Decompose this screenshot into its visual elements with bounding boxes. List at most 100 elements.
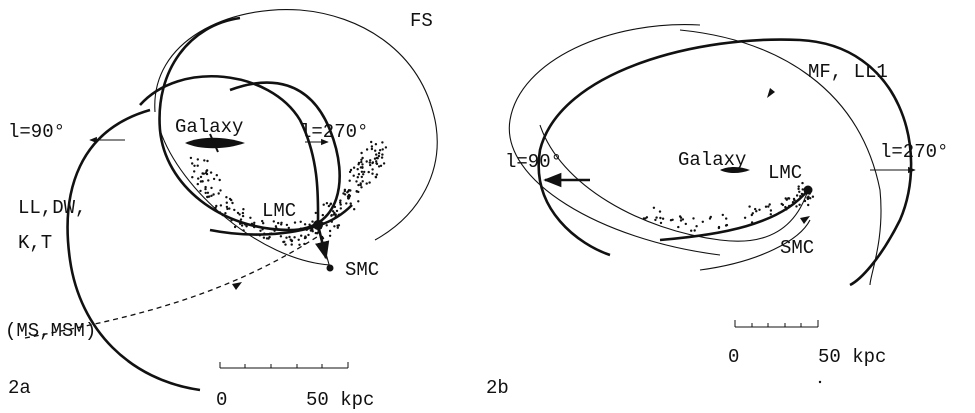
particle	[755, 210, 757, 212]
particle	[226, 208, 228, 210]
particle	[193, 170, 195, 172]
particle	[242, 208, 244, 210]
particle	[376, 173, 378, 175]
particle	[210, 171, 212, 173]
particle	[304, 237, 306, 239]
particle	[368, 181, 370, 183]
particle	[230, 199, 232, 201]
particle	[809, 197, 811, 199]
particle	[654, 219, 656, 221]
particle	[793, 198, 795, 200]
particle	[344, 190, 346, 192]
particle	[311, 220, 313, 222]
particle	[231, 202, 233, 204]
particle	[357, 200, 359, 202]
particle	[782, 204, 784, 206]
particle	[307, 234, 309, 236]
label-ms: (MS,MSM)	[5, 320, 96, 342]
particle	[357, 184, 359, 186]
particle	[682, 218, 684, 220]
particle	[356, 190, 358, 192]
particle	[190, 157, 192, 159]
particle	[360, 152, 362, 154]
particle	[361, 166, 363, 168]
particle	[340, 207, 342, 209]
particle	[371, 145, 373, 147]
particle	[370, 141, 372, 143]
label-smc: SMC	[780, 237, 814, 259]
particle	[212, 193, 214, 195]
particle	[369, 159, 371, 161]
particle	[218, 192, 220, 194]
particle	[204, 186, 206, 188]
particle	[197, 158, 199, 160]
particle	[277, 222, 279, 224]
particle	[369, 164, 371, 166]
label-l90: l=90°	[8, 121, 65, 143]
particle	[377, 157, 379, 159]
particle	[371, 173, 373, 175]
particle	[206, 160, 208, 162]
particle	[213, 178, 215, 180]
particle	[241, 224, 243, 226]
particle	[225, 196, 227, 198]
particle	[748, 205, 750, 207]
particle	[193, 165, 195, 167]
particle	[690, 230, 692, 232]
particle	[679, 215, 681, 217]
particle	[345, 202, 347, 204]
particle	[304, 223, 306, 225]
particle	[744, 217, 746, 219]
particle	[722, 214, 724, 216]
particle	[329, 235, 331, 237]
particle	[337, 227, 339, 229]
particle	[770, 213, 772, 215]
particle	[361, 171, 363, 173]
particle	[300, 221, 302, 223]
particle	[349, 189, 351, 191]
particle	[249, 217, 251, 219]
particle	[807, 197, 809, 199]
particle	[259, 230, 261, 232]
particle	[357, 163, 359, 165]
label-l270: l=270°	[300, 121, 368, 143]
particle	[360, 184, 362, 186]
particle	[374, 158, 376, 160]
particle	[371, 168, 373, 170]
particle	[751, 214, 753, 216]
particle	[233, 209, 235, 211]
particle	[207, 192, 209, 194]
particle	[369, 161, 371, 163]
particle	[219, 179, 221, 181]
particle	[671, 219, 673, 221]
label-k-t: K,T	[18, 232, 52, 254]
particle	[240, 218, 242, 220]
label-lmc: LMC	[768, 162, 802, 184]
particle	[197, 165, 199, 167]
particle	[226, 202, 228, 204]
particle	[199, 190, 201, 192]
particle	[315, 212, 317, 214]
particle	[353, 167, 355, 169]
particle	[660, 222, 662, 224]
scale-zero: 0	[728, 346, 739, 368]
particle	[216, 174, 218, 176]
label-l90: l=90°	[505, 151, 562, 173]
particle	[677, 226, 679, 228]
particle	[375, 143, 377, 145]
particle	[332, 210, 334, 212]
particle	[353, 175, 355, 177]
particle	[242, 212, 244, 214]
particle	[726, 224, 728, 226]
scale-end: 50 kpc	[818, 346, 886, 368]
particle	[342, 192, 344, 194]
particle	[197, 177, 199, 179]
particle	[268, 236, 270, 238]
particle	[366, 182, 368, 184]
particle	[286, 224, 288, 226]
scale-end: 50 kpc	[306, 389, 374, 411]
particle	[280, 223, 282, 225]
particle	[798, 191, 800, 193]
particle	[379, 149, 381, 151]
particle	[361, 176, 363, 178]
